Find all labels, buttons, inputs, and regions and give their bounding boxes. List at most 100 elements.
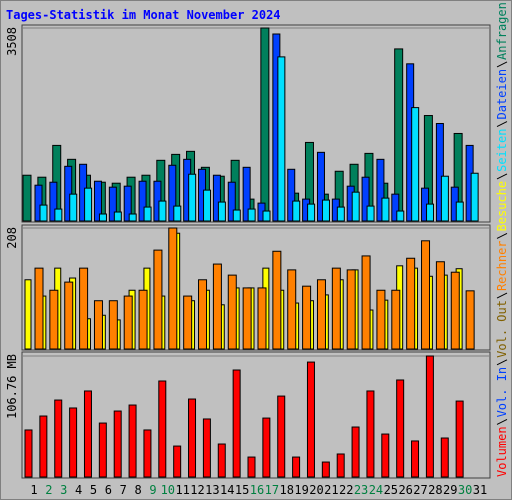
legend-entry: Rechner <box>495 240 509 291</box>
legend-separator <box>496 121 508 127</box>
bar <box>316 279 326 350</box>
legend-entry: Anfragen <box>495 2 509 60</box>
bar <box>426 203 435 222</box>
bar <box>381 433 390 478</box>
x-tick-label: 21 <box>324 483 338 497</box>
bar <box>49 181 58 222</box>
bar <box>168 164 177 222</box>
y-tick-label: 3508 <box>5 27 19 56</box>
bar <box>108 300 118 350</box>
bar <box>22 174 32 222</box>
legend-entry: Besuche <box>495 181 509 232</box>
bar <box>411 107 420 222</box>
legend-separator <box>496 61 508 68</box>
bar <box>84 187 93 222</box>
x-tick-label: 7 <box>120 483 127 497</box>
bar <box>232 369 241 478</box>
y-tick-label: 208 <box>5 227 19 249</box>
bar <box>98 213 107 222</box>
bar <box>406 257 416 350</box>
bar <box>307 203 316 222</box>
bar <box>227 181 236 222</box>
bar <box>425 355 434 478</box>
x-tick-label: 19 <box>294 483 308 497</box>
bar <box>302 285 312 350</box>
bar <box>188 398 197 478</box>
bar <box>34 267 44 350</box>
bar <box>376 158 385 222</box>
x-tick-label: 13 <box>205 483 219 497</box>
x-tick-label: 4 <box>75 483 82 497</box>
bar <box>361 255 371 350</box>
bar <box>217 443 226 478</box>
bar <box>188 173 197 222</box>
bar <box>455 201 464 222</box>
bar <box>292 200 301 222</box>
bar <box>292 456 301 478</box>
x-tick-label: 14 <box>220 483 234 497</box>
x-tick-label: 24 <box>369 483 383 497</box>
legend-entry: Seiten <box>495 129 509 172</box>
bar <box>381 197 390 222</box>
bar <box>202 418 211 478</box>
bar <box>247 208 256 222</box>
bar <box>39 204 48 222</box>
bar <box>143 206 152 222</box>
bar <box>321 461 330 478</box>
x-tick-label: 16 <box>250 483 264 497</box>
bar <box>376 289 386 350</box>
panel <box>21 24 491 223</box>
bar <box>113 211 122 222</box>
bar <box>24 429 33 478</box>
bar <box>232 209 241 222</box>
x-tick-label: 23 <box>354 483 368 497</box>
x-tick-label: 18 <box>280 483 294 497</box>
bar <box>128 404 137 478</box>
bar <box>272 250 282 350</box>
bar <box>212 263 222 350</box>
bar <box>128 213 137 222</box>
bar <box>158 200 167 222</box>
bar <box>173 445 182 478</box>
bar <box>470 172 479 222</box>
bar <box>143 429 152 478</box>
bar <box>336 206 345 222</box>
legend-separator <box>496 292 508 299</box>
bar <box>411 440 420 478</box>
bar <box>351 191 360 222</box>
x-tick-label: 3 <box>60 483 67 497</box>
x-tick-label: 31 <box>473 483 487 497</box>
bar <box>227 274 237 350</box>
bar <box>158 380 167 478</box>
x-tick-label: 30 <box>458 483 472 497</box>
bar <box>440 175 449 222</box>
legend-entry: Volumen <box>495 426 509 477</box>
bar <box>262 417 271 478</box>
x-tick-label: 8 <box>134 483 141 497</box>
legend-separator <box>496 418 508 425</box>
bar <box>247 456 256 478</box>
bar <box>113 410 122 478</box>
bar <box>153 249 163 350</box>
bar <box>168 227 178 350</box>
bar <box>391 289 401 350</box>
bar <box>287 269 297 350</box>
bar <box>262 210 271 222</box>
bar <box>331 267 341 350</box>
bar <box>346 269 356 350</box>
bar <box>242 287 252 350</box>
x-tick-label: 10 <box>161 483 175 497</box>
bar <box>54 208 63 222</box>
legend-entry: Vol. Out <box>495 300 509 358</box>
legend-separator <box>496 173 508 180</box>
bar <box>351 426 360 478</box>
x-tick-label: 17 <box>265 483 279 497</box>
x-tick-label: 22 <box>339 483 353 497</box>
bar <box>79 267 89 350</box>
bar <box>316 151 325 222</box>
bar <box>391 193 400 222</box>
bar <box>242 166 251 222</box>
legend-entry: Vol. In <box>495 367 509 418</box>
bar <box>435 123 444 222</box>
